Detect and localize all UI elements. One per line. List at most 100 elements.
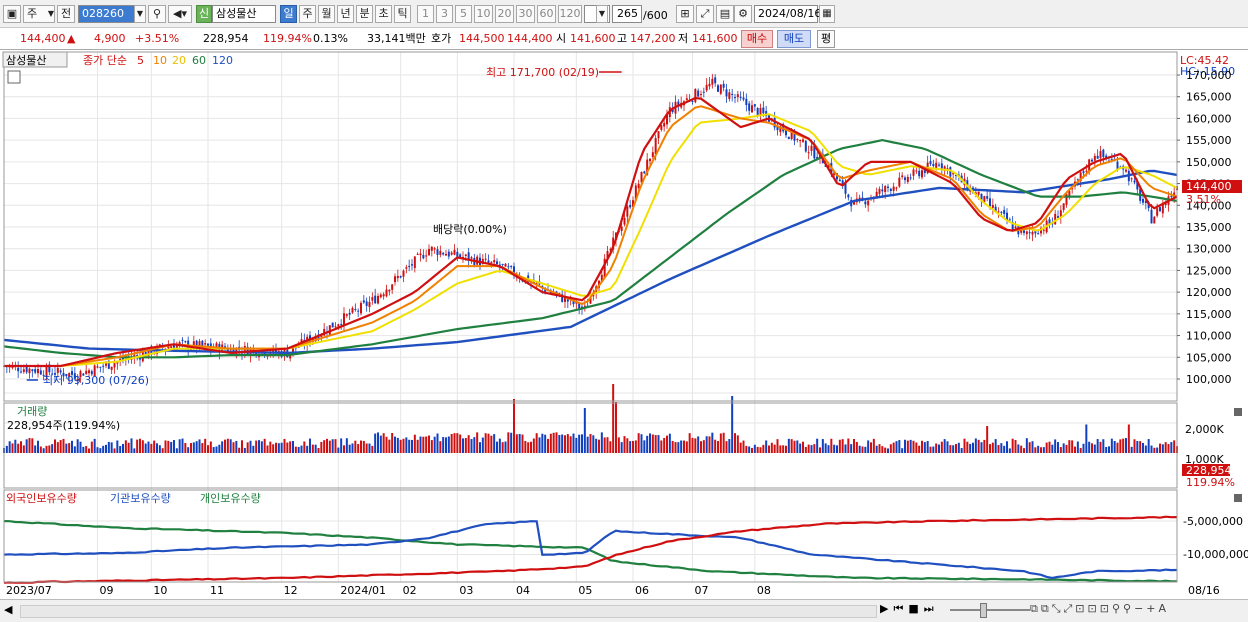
candle-body (82, 373, 85, 376)
name-tag[interactable]: 삼성물산 (6, 54, 46, 67)
volume-bar (790, 439, 793, 453)
candle-body (694, 88, 697, 103)
interval-60[interactable]: 60 (537, 5, 556, 23)
period-type-button[interactable]: 전 (57, 5, 75, 23)
period-minute[interactable]: 분 (356, 5, 373, 23)
candle-body (68, 373, 71, 377)
grid-toggle-icon[interactable] (7, 70, 21, 84)
volume-bar (340, 438, 343, 453)
candle-body (623, 217, 626, 225)
volume-bar (362, 440, 365, 453)
interval-dropdown-icon[interactable]: ▼ (596, 5, 608, 23)
volume-bar (294, 446, 297, 453)
holding-close-icon[interactable] (1234, 494, 1242, 502)
volume-bar (73, 446, 76, 453)
calendar-icon[interactable]: ▦ (819, 5, 835, 23)
volume-bar (124, 440, 127, 453)
candle-body (629, 205, 632, 208)
buy-button[interactable]: 매수 (741, 30, 773, 48)
interval-3[interactable]: 3 (436, 5, 453, 23)
chart-tools-icons[interactable]: ⧉⧉⤡⤢⊡⊡⊡⚲⚲−+A (1030, 602, 1170, 615)
interval-10[interactable]: 10 (474, 5, 493, 23)
stock-name-field[interactable]: 삼성물산 (212, 5, 276, 23)
volume-bar (51, 444, 54, 453)
volume-bar (955, 444, 957, 453)
volume-bar (212, 447, 215, 453)
candle-body (776, 125, 779, 131)
candle-body (65, 373, 68, 377)
volume-bar (566, 434, 569, 453)
period-week[interactable]: 주 (299, 5, 316, 23)
volume-bar (1119, 439, 1122, 453)
volume-close-icon[interactable] (1234, 408, 1242, 416)
candle-body (838, 179, 841, 182)
ma-legend-title: 종가 단순 (83, 54, 127, 67)
candle-body (1068, 190, 1071, 197)
stock-chart[interactable]: 삼성물산 종가 단순 5 10 20 60 120 LC:45.42 HC:-1… (0, 51, 1248, 599)
interval-20[interactable]: 20 (495, 5, 514, 23)
speaker-icon[interactable]: ◀▾ (168, 5, 192, 23)
volume-bar (249, 440, 252, 453)
interval-5[interactable]: 5 (455, 5, 472, 23)
playback-controls[interactable]: ▶⏮■⏭ (880, 602, 939, 615)
interval-1[interactable]: 1 (417, 5, 434, 23)
candle-body (725, 89, 728, 97)
sell-button[interactable]: 매도 (777, 30, 811, 48)
zoom-slider-thumb[interactable] (980, 603, 987, 618)
volume-bar (991, 442, 994, 453)
candle-body (1071, 188, 1074, 190)
market-select[interactable]: 주 ▼ (23, 5, 55, 23)
interval-120[interactable]: 120 (558, 5, 582, 23)
layout-icon[interactable]: ▣ (3, 5, 21, 23)
stock-code-input[interactable]: 028260 (78, 5, 136, 23)
interval-30[interactable]: 30 (516, 5, 535, 23)
holding-foreign-line (3, 515, 1178, 584)
volume-bar (668, 433, 671, 453)
volume-bar (235, 440, 238, 453)
volume-bar (1051, 444, 1054, 453)
volume-bar (345, 438, 348, 453)
volume-bar (923, 442, 926, 453)
horizontal-scrollbar[interactable] (20, 605, 877, 618)
count-input[interactable]: 265 (612, 5, 642, 23)
volume-bar (677, 442, 680, 453)
volume-bar (921, 440, 923, 453)
date-input[interactable]: 2024/08/16 (754, 5, 821, 23)
volume-bar (1023, 448, 1025, 453)
draw-icon[interactable]: ⤢ (696, 5, 714, 23)
volume-bar (272, 444, 275, 453)
period-day[interactable]: 일 (280, 5, 297, 23)
volume-bar (229, 439, 232, 453)
current-pct-label: 3.51% (1186, 193, 1221, 206)
volume-bar (1136, 441, 1139, 453)
volume-bar (501, 442, 504, 453)
candle-body (989, 198, 991, 207)
volume-bar (425, 436, 428, 453)
candle-body (48, 364, 51, 373)
search-icon[interactable]: ⚲ (148, 5, 166, 23)
period-month[interactable]: 월 (318, 5, 335, 23)
candle-body (136, 355, 139, 357)
volume-bar (1000, 443, 1003, 453)
volume-bar (637, 433, 640, 453)
period-tick[interactable]: 틱 (394, 5, 411, 23)
volume-bar (932, 446, 935, 453)
gear-icon[interactable]: ⚙ (734, 5, 752, 23)
candle-body (651, 152, 654, 157)
zoom-slider[interactable] (950, 609, 1030, 611)
eval-button[interactable]: 평 (817, 30, 835, 48)
volume-bar (623, 436, 626, 453)
volume-bar (1153, 447, 1156, 453)
volume-bar (1065, 444, 1068, 453)
candle-body (379, 294, 382, 298)
period-year[interactable]: 년 (337, 5, 354, 23)
volume-bar (102, 445, 105, 453)
code-dropdown-icon[interactable]: ▼ (134, 5, 146, 23)
scroll-left-icon[interactable]: ◀ (4, 603, 13, 616)
period-second[interactable]: 초 (375, 5, 392, 23)
volume-bar (739, 442, 742, 453)
volume-bar (986, 426, 989, 453)
save-icon[interactable]: ▤ (716, 5, 734, 23)
zoom-icon[interactable]: ⊞ (676, 5, 694, 23)
volume-bar (782, 445, 785, 453)
